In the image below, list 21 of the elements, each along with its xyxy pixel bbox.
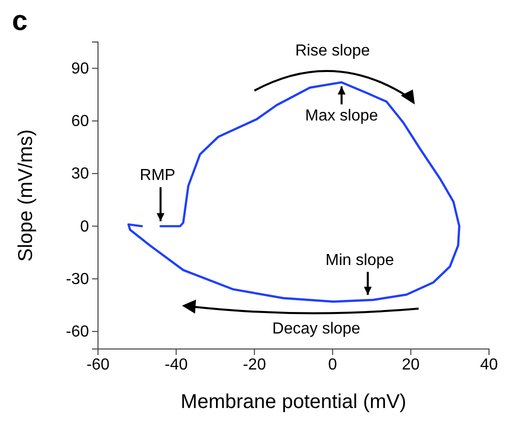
- y-tick-label: -60: [66, 324, 90, 341]
- x-tick-label: -20: [242, 356, 266, 374]
- x-tick-label: 0: [328, 356, 338, 374]
- line-series: [127, 81, 460, 303]
- x-tick-label: 40: [480, 356, 498, 374]
- x-axis-title: Membrane potential (mV): [180, 391, 406, 413]
- x-tick-label: -60: [86, 356, 110, 374]
- annotation: Max slope: [305, 107, 378, 124]
- annotation: Min slope: [326, 252, 394, 269]
- y-tick-label: 30: [71, 166, 90, 183]
- x-tick-label: -40: [164, 356, 188, 374]
- x-tick-label: 20: [402, 356, 420, 374]
- y-tick-label: -30: [66, 270, 90, 288]
- y-tick-label: 0: [80, 218, 90, 236]
- chart-title: c: [12, 5, 28, 36]
- y-tick-label: 90: [71, 60, 90, 78]
- annotation: Decay slope: [272, 320, 360, 338]
- annotation: Rise slope: [295, 42, 370, 60]
- annotation: RMP: [140, 167, 176, 184]
- y-tick-label: 60: [71, 113, 90, 130]
- y-axis-title: Slope (mV/ms): [15, 129, 37, 262]
